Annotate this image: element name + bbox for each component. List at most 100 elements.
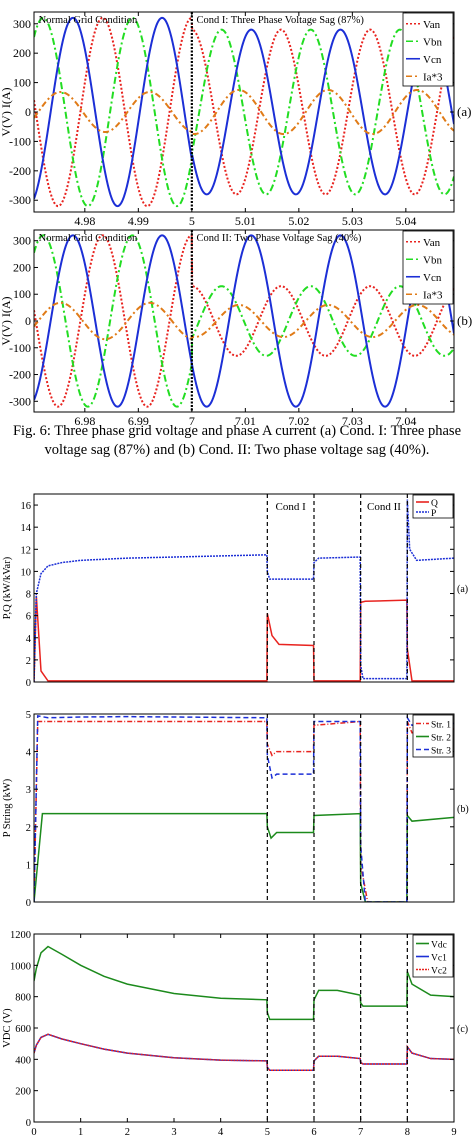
y-tick-label: 1000 [10, 961, 31, 972]
y-tick-label: 8 [26, 590, 31, 601]
chart-c1: 0 2 4 6 8 10 12 14 16 P,Q (kW/kVar) (a) Cond I Cond … [2, 493, 468, 689]
series-group [34, 234, 454, 408]
series-line-str3 [34, 714, 454, 902]
condition-label: Cond II [367, 501, 401, 513]
y-tick-label: 100 [13, 76, 31, 90]
series-line-vbn [34, 234, 454, 408]
legend-box [402, 230, 454, 305]
y-tick-label: 0 [25, 105, 31, 119]
y-tick-label: 1200 [10, 930, 31, 941]
series-line-van [34, 234, 454, 408]
panel-label: (a) [457, 104, 471, 119]
x-tick-label: 7.04 [395, 414, 416, 428]
x-tick-label: 4.98 [74, 214, 95, 228]
series-line-p [34, 499, 454, 682]
legend-label: Str. 2 [431, 734, 451, 744]
y-tick-label: 800 [15, 993, 31, 1004]
y-tick-label: 100 [13, 287, 31, 301]
x-tick-label: 5 [189, 214, 195, 228]
series-group [34, 714, 454, 902]
series-line-str2 [34, 812, 454, 902]
x-tick-label: 7.01 [235, 414, 256, 428]
x-tick-label: 6 [311, 1127, 316, 1136]
figure-caption: Fig. 6: Three phase grid voltage and pha… [12, 423, 462, 458]
legend-label: Vdc [431, 941, 447, 951]
y-tick-label: 5 [26, 710, 31, 721]
x-tick-label: 4 [218, 1127, 224, 1136]
legend-label: Vbn [423, 36, 442, 48]
legend-label: Van [423, 19, 441, 31]
x-tick-label: 0 [31, 1127, 36, 1136]
legend: QP [412, 494, 454, 519]
y-tick-label: 200 [13, 46, 31, 60]
y-tick-label: -100 [9, 341, 31, 355]
y-tick-label: 0 [25, 314, 31, 328]
y-tick-label: 6 [26, 612, 31, 623]
y-tick-label: 4 [26, 634, 32, 645]
y-tick-label: 0 [26, 678, 31, 689]
legend-label: Ia*3 [423, 71, 443, 83]
x-tick-label: 2 [125, 1127, 130, 1136]
x-tick-label: 5 [265, 1127, 270, 1136]
series-line-ia3 [34, 301, 454, 341]
y-axis-label: V(V) I(A) [0, 88, 13, 137]
y-tick-label: 300 [13, 234, 31, 248]
x-tick-label: 6.98 [74, 414, 95, 428]
legend-label: Vbn [423, 254, 442, 266]
series-line-vdc [34, 945, 454, 1021]
y-tick-label: 4 [26, 748, 32, 759]
y-tick-label: 400 [15, 1055, 31, 1066]
x-tick-label: 7 [358, 1127, 363, 1136]
legend-label: Vcn [423, 272, 442, 284]
series-line-str1 [34, 720, 454, 902]
series-line-vbn [34, 16, 454, 208]
y-tick-label: 10 [21, 567, 32, 578]
series-group [34, 945, 454, 1072]
x-tick-label: 8 [405, 1127, 410, 1136]
legend-label: Vc2 [431, 967, 447, 977]
legend-label: Q [431, 499, 438, 509]
y-tick-label: 600 [15, 1024, 31, 1035]
series-group [34, 16, 454, 208]
x-tick-label: 5.03 [342, 214, 363, 228]
x-tick-label: 7.02 [288, 414, 309, 428]
series-line-q [34, 595, 454, 682]
y-tick-label: -300 [9, 193, 31, 207]
x-tick-label: 5.01 [235, 214, 256, 228]
series-line-vcn [34, 234, 454, 408]
y-tick-label: -200 [9, 164, 31, 178]
condition-label: Cond II: Two Phase Voltage Sag (40%) [197, 233, 362, 244]
y-tick-label: -300 [9, 394, 31, 408]
condition-label: Cond I [276, 501, 307, 513]
panel-label: (c) [457, 1024, 468, 1035]
plot-frame [33, 933, 455, 1123]
series-line-vc1 [34, 1033, 454, 1072]
x-tick-label: 9 [451, 1127, 456, 1136]
legend: Van Vbn Vcn Ia*3 [402, 230, 454, 305]
plot-frame [33, 493, 455, 683]
x-tick-label: 3 [171, 1127, 176, 1136]
y-axis-label: VDC (V) [2, 1008, 13, 1048]
y-tick-label: 200 [15, 1087, 31, 1098]
y-tick-label: -200 [9, 368, 31, 382]
chart-c2: 0 1 2 3 4 5 P String (kW) (b) Str. 1 Str. 2 Str. 3 [2, 710, 469, 909]
y-tick-label: 0 [26, 1118, 31, 1129]
y-tick-label: 200 [13, 260, 31, 274]
legend-box [402, 12, 454, 87]
y-tick-label: 1 [26, 860, 31, 871]
legend-label: Vcn [423, 54, 442, 66]
x-tick-label: 7.03 [342, 414, 363, 428]
series-group [34, 499, 454, 682]
y-tick-label: 3 [26, 785, 31, 796]
x-tick-label: 6.99 [128, 414, 149, 428]
series-line-van [34, 16, 454, 208]
series-line-vc2 [34, 1033, 454, 1072]
legend-label: Str. 3 [431, 747, 451, 757]
y-tick-label: -100 [9, 134, 31, 148]
legend-label: Vc1 [431, 954, 447, 964]
chart-b: -300 -200 -100 0 100 200 300 6.98 6.99 7 7.01 7.02 7… [0, 229, 472, 428]
y-tick-label: 12 [21, 545, 32, 556]
legend-label: Ia*3 [423, 289, 443, 301]
y-tick-label: 2 [26, 823, 31, 834]
